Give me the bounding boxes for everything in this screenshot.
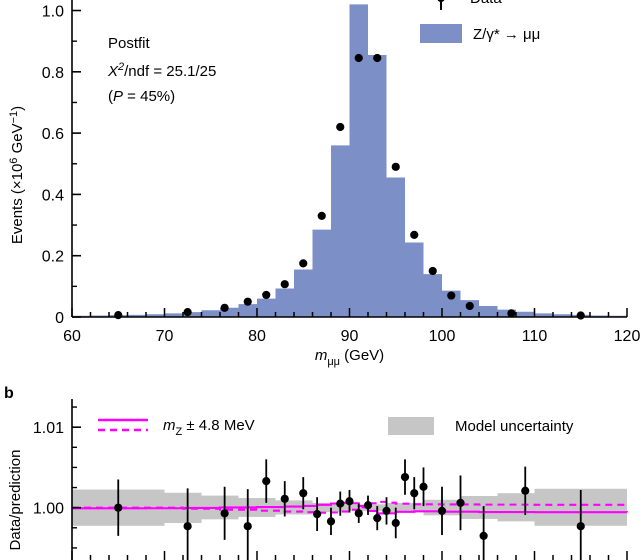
data-point [576, 311, 585, 320]
ratio-data-point [437, 506, 447, 515]
x-axis-label: mμμ (GeV) [315, 347, 384, 368]
ratio-data-point [373, 514, 382, 523]
panel-b-y-tick-label: 1.01 [33, 420, 64, 437]
model-uncertainty-band [497, 493, 535, 522]
chi2-annotation: X2/ndf = 25.1/25 [107, 61, 216, 80]
model-uncertainty-band [460, 496, 498, 519]
ratio-data-point [183, 522, 192, 531]
legend-model-uncertainty-swatch [388, 417, 434, 435]
ratio-data-point [479, 531, 488, 540]
ratio-data-point [456, 498, 465, 507]
legend-mc-label: Z/γ* → μμ [473, 26, 540, 43]
figure-text-layer: 0 0.2 0.4 0.6 0.8 1.0 60 70 80 90 100 110 120 1.01 1.0… [4, 0, 640, 550]
ratio-data-point [382, 506, 391, 515]
x-tick-label: 120 [614, 328, 641, 345]
panel-a-y-tick-label: 0.2 [42, 249, 64, 266]
data-point [428, 266, 437, 276]
data-point [299, 259, 308, 268]
model-uncertainty-band [312, 502, 350, 513]
data-point [391, 162, 400, 171]
ratio-data-point [326, 517, 336, 526]
ratio-data-point [336, 499, 345, 508]
ratio-data-point [280, 494, 289, 503]
postfit-annotation: Postfit [108, 35, 151, 52]
panel-b-y-axis-label: Data/prediction [7, 450, 24, 551]
data-point [243, 297, 252, 306]
data-point [336, 122, 345, 132]
pvalue-annotation: (P = 45%) [108, 88, 175, 105]
panel-b-ratio [71, 399, 629, 560]
data-point [447, 291, 456, 300]
legend-mc-swatch [420, 24, 462, 43]
ratio-data-point [299, 489, 308, 498]
panel-a-y-axis-label: Events (×106 GeV−1) [8, 106, 26, 244]
ratio-data-point [400, 472, 410, 482]
panel-a-y-tick-label: 0 [55, 310, 64, 327]
panel-a-y-tick-label: 0.4 [42, 187, 64, 204]
x-tick-label: 90 [341, 328, 359, 345]
x-tick-label: 60 [63, 328, 81, 345]
data-point [465, 301, 474, 311]
ratio-data-point [354, 509, 363, 518]
data-point [373, 53, 382, 63]
panel-a-mass-spectrum [71, 0, 628, 320]
ratio-data-point [363, 501, 373, 510]
panel-a-y-tick-label: 0.8 [42, 65, 64, 82]
x-tick-label: 100 [429, 328, 456, 345]
data-point [280, 280, 289, 289]
data-point [220, 303, 229, 312]
panel-a-y-tick-label: 0.6 [42, 126, 64, 143]
legend-model-uncertainty-label: Model uncertainty [455, 418, 574, 435]
legend-data-point [437, 0, 445, 2]
data-point [262, 290, 271, 300]
legend-data-label: Data [470, 0, 502, 7]
panel-b-y-tick-label: 1.00 [33, 501, 64, 518]
ratio-data-point [243, 522, 252, 531]
ratio-data-point [220, 509, 229, 518]
ratio-data-point [521, 486, 530, 495]
mc-histogram-fill [72, 4, 627, 318]
model-uncertainty-band [386, 503, 424, 513]
data-point [183, 307, 192, 317]
data-point [410, 230, 419, 239]
data-point [507, 309, 516, 318]
data-point [317, 211, 326, 220]
legend-mz-label: mZ ± 4.8 MeV [163, 417, 255, 438]
data-point [114, 311, 123, 320]
ratio-data-point [410, 489, 419, 498]
x-tick-label: 70 [156, 328, 174, 345]
panel-b-label: b [4, 385, 14, 402]
data-point [354, 53, 363, 63]
ratio-data-point [114, 503, 123, 512]
ratio-data-point [391, 518, 400, 528]
ratio-data-point [262, 477, 271, 486]
ratio-data-point [576, 522, 585, 531]
panel-a-y-tick-label: 1.0 [42, 4, 64, 21]
ratio-data-point [345, 497, 354, 506]
ratio-data-point [313, 510, 322, 519]
x-tick-label: 80 [248, 328, 266, 345]
ratio-data-point [419, 482, 428, 491]
x-tick-label: 110 [522, 328, 548, 345]
